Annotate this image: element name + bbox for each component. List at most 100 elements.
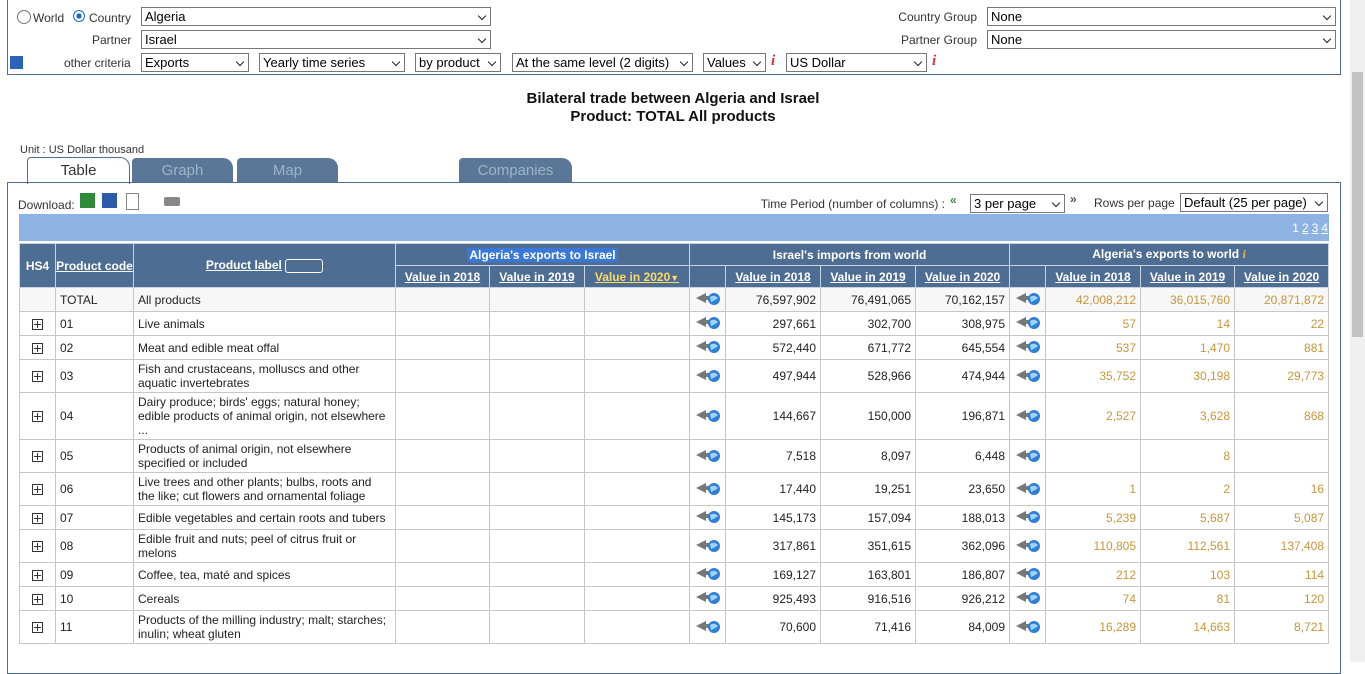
product-code: 08	[56, 530, 134, 563]
tab[interactable]: Graph	[132, 158, 233, 182]
year-header[interactable]: Value in 2019	[490, 266, 585, 288]
country-group-select[interactable]: None	[987, 7, 1336, 26]
value-cell	[585, 336, 690, 360]
time-period-select[interactable]: 3 per page	[970, 194, 1065, 213]
page-link[interactable]: 4	[1321, 221, 1328, 235]
year-header[interactable]: Value in 2020	[1235, 266, 1329, 288]
year-header[interactable]: Value in 2018	[396, 266, 490, 288]
next-arrow[interactable]: »	[1070, 192, 1077, 206]
radio-country[interactable]	[73, 10, 85, 22]
print-icon[interactable]	[164, 197, 180, 206]
expand-cell	[20, 506, 56, 530]
criteria-select[interactable]: Exports	[141, 53, 249, 72]
country-select[interactable]: Algeria	[141, 7, 491, 26]
partner-group-select[interactable]: None	[987, 30, 1336, 49]
info-icon[interactable]: i	[771, 53, 775, 70]
criteria-select[interactable]: by product	[415, 53, 501, 72]
map-icon[interactable]	[1014, 617, 1042, 635]
product-label: Fish and crustaceans, molluscs and other…	[134, 360, 396, 393]
year-header[interactable]: Value in 2020	[916, 266, 1010, 288]
expand-button[interactable]	[32, 451, 43, 462]
text-icon[interactable]	[126, 193, 139, 210]
map-icon[interactable]	[694, 564, 722, 582]
expand-button[interactable]	[32, 594, 43, 605]
page-link[interactable]: 1	[1292, 221, 1299, 235]
map-icon[interactable]	[1014, 337, 1042, 355]
expand-button[interactable]	[32, 319, 43, 330]
partner-select[interactable]: Israel	[141, 30, 491, 49]
value-cell: 137,408	[1235, 530, 1329, 563]
year-header[interactable]: Value in 2019	[1141, 266, 1235, 288]
partner-group-label: Partner Group	[901, 33, 977, 47]
value-cell: 925,493	[726, 587, 821, 611]
expand-button[interactable]	[32, 484, 43, 495]
expand-button[interactable]	[32, 371, 43, 382]
icon-cell	[1010, 393, 1046, 440]
scrollbar[interactable]	[1350, 0, 1365, 662]
value-cell: 317,861	[726, 530, 821, 563]
map-icon[interactable]	[694, 617, 722, 635]
tab[interactable]: Companies	[459, 158, 572, 182]
page-link[interactable]: 2	[1302, 221, 1309, 235]
expand-button[interactable]	[32, 513, 43, 524]
map-icon[interactable]	[694, 446, 722, 464]
expand-button[interactable]	[32, 570, 43, 581]
map-icon[interactable]	[1014, 588, 1042, 606]
info-icon[interactable]: i	[932, 53, 936, 70]
word-icon[interactable]	[102, 193, 117, 208]
map-icon[interactable]	[1014, 406, 1042, 424]
info-icon[interactable]: i	[1242, 247, 1245, 261]
map-icon[interactable]	[1014, 289, 1042, 307]
map-icon[interactable]	[1014, 366, 1042, 384]
map-icon[interactable]	[694, 507, 722, 525]
icon-cell	[690, 393, 726, 440]
prev-arrow[interactable]: «	[950, 193, 957, 207]
product-code: 11	[56, 611, 134, 644]
value-cell: 42,008,212	[1046, 288, 1141, 312]
map-icon[interactable]	[1014, 479, 1042, 497]
map-icon[interactable]	[694, 406, 722, 424]
map-icon[interactable]	[1014, 507, 1042, 525]
excel-icon[interactable]	[80, 193, 95, 208]
expand-button[interactable]	[32, 622, 43, 633]
row: 10Cereals925,493916,516926,2127481120	[20, 587, 1329, 611]
criteria-select[interactable]: Yearly time series	[259, 53, 405, 72]
map-icon[interactable]	[694, 536, 722, 554]
year-header[interactable]: Value in 2018	[726, 266, 821, 288]
criteria-select[interactable]: US Dollar	[786, 53, 927, 72]
map-icon[interactable]	[1014, 564, 1042, 582]
map-icon[interactable]	[1014, 446, 1042, 464]
page-link[interactable]: 3	[1312, 221, 1319, 235]
collapse-button[interactable]	[10, 56, 23, 69]
icon-cell	[1010, 336, 1046, 360]
map-icon[interactable]	[694, 366, 722, 384]
year-header[interactable]: Value in 2019	[821, 266, 916, 288]
year-header[interactable]: Value in 2020▼	[585, 266, 690, 288]
radio-world[interactable]	[17, 10, 31, 24]
tab-active[interactable]: Table	[27, 157, 130, 184]
header[interactable]: Product code	[56, 244, 134, 288]
criteria-select[interactable]: At the same level (2 digits)	[512, 53, 693, 72]
criteria-select[interactable]: Values	[703, 53, 766, 72]
expand-button[interactable]	[32, 343, 43, 354]
map-icon[interactable]	[694, 289, 722, 307]
tab[interactable]: Map	[237, 158, 338, 182]
product-label: Dairy produce; birds' eggs; natural hone…	[134, 393, 396, 440]
value-cell: 6,448	[916, 440, 1010, 473]
sort-icon[interactable]: ▼	[670, 273, 679, 283]
product-label: Live animals	[134, 312, 396, 336]
value-cell	[396, 393, 490, 440]
header[interactable]: Product label	[134, 244, 396, 288]
map-icon[interactable]	[1014, 536, 1042, 554]
value-cell	[396, 360, 490, 393]
year-header[interactable]: Value in 2018	[1046, 266, 1141, 288]
map-icon[interactable]	[694, 479, 722, 497]
rows-select[interactable]: Default (25 per page)	[1180, 193, 1328, 212]
resize-icon[interactable]	[285, 259, 323, 273]
map-icon[interactable]	[1014, 313, 1042, 331]
map-icon[interactable]	[694, 313, 722, 331]
map-icon[interactable]	[694, 337, 722, 355]
expand-button[interactable]	[32, 411, 43, 422]
map-icon[interactable]	[694, 588, 722, 606]
expand-button[interactable]	[32, 541, 43, 552]
